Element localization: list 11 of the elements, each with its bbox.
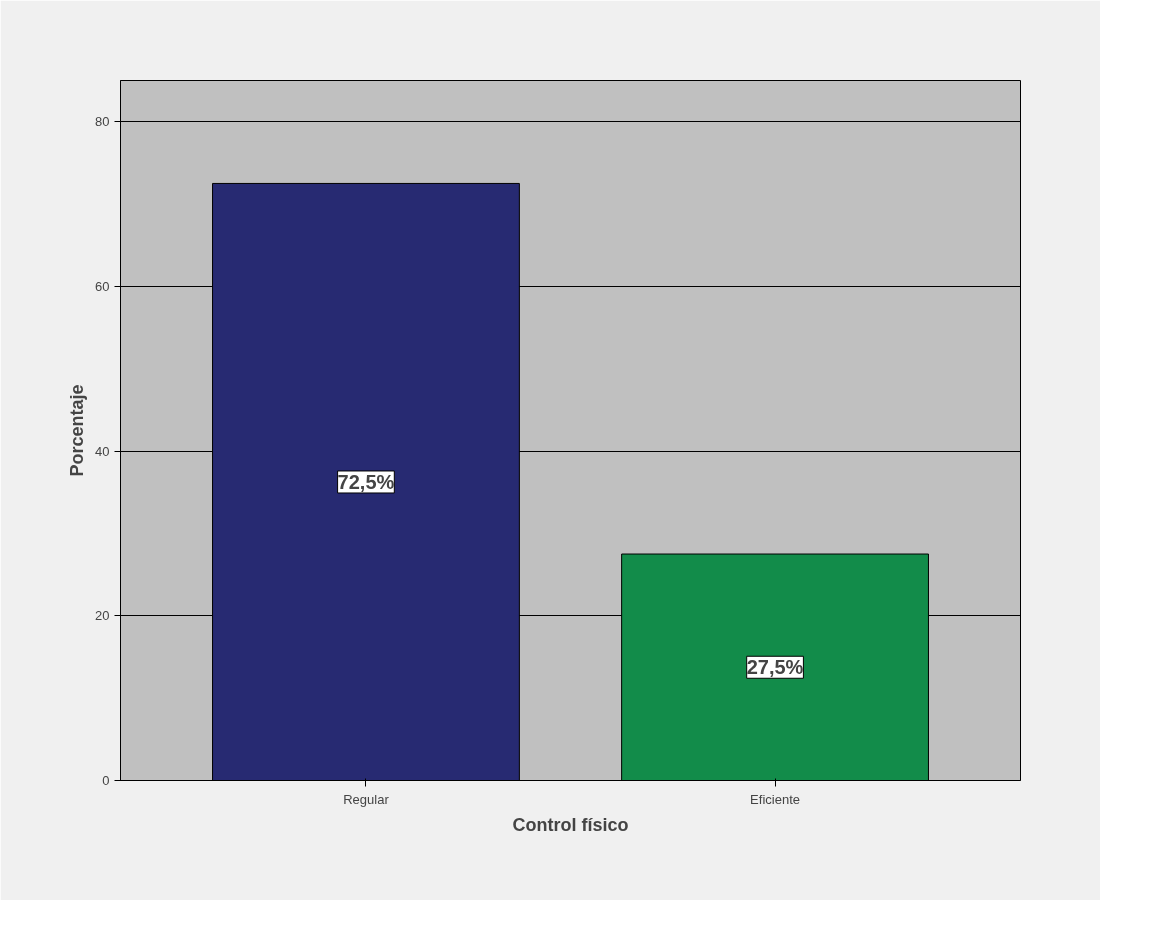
y-tick-label: 80 xyxy=(95,114,110,130)
data-label: 72,5% xyxy=(337,470,395,493)
x-tick-label: Eficiente xyxy=(750,791,800,807)
data-label: 27,5% xyxy=(746,656,804,679)
y-axis-title: Porcentaje xyxy=(67,384,88,477)
x-axis-title: Control físico xyxy=(512,814,629,835)
x-tick-label: Regular xyxy=(343,791,390,807)
y-tick-label: 40 xyxy=(95,443,110,459)
y-tick-label: 0 xyxy=(102,773,110,788)
y-tick-label: 60 xyxy=(95,278,110,294)
y-tick-label: 20 xyxy=(95,608,110,624)
